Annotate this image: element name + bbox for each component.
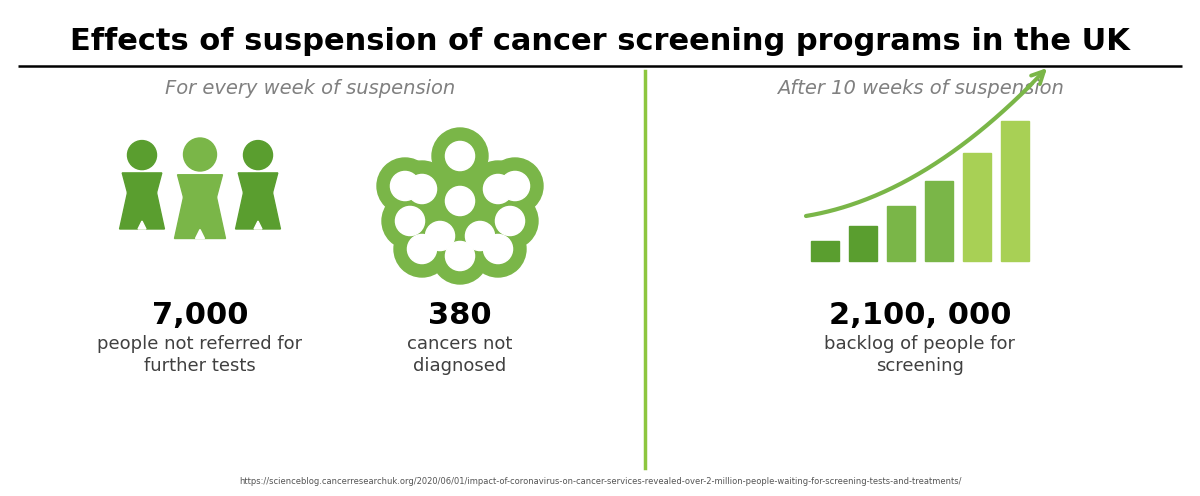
Circle shape: [500, 172, 529, 200]
Text: backlog of people for: backlog of people for: [824, 335, 1015, 353]
Polygon shape: [174, 197, 226, 239]
Polygon shape: [238, 173, 278, 193]
Circle shape: [445, 186, 474, 216]
Circle shape: [426, 221, 455, 250]
Circle shape: [484, 235, 512, 263]
Text: 7,000: 7,000: [151, 302, 248, 330]
Circle shape: [377, 158, 433, 214]
Circle shape: [394, 221, 450, 277]
Circle shape: [487, 158, 542, 214]
Circle shape: [432, 128, 488, 184]
Bar: [850, 226, 877, 261]
Circle shape: [445, 141, 474, 171]
Circle shape: [466, 221, 494, 250]
Circle shape: [396, 206, 425, 236]
Polygon shape: [254, 221, 262, 229]
Circle shape: [496, 206, 524, 236]
Polygon shape: [122, 173, 162, 193]
Circle shape: [382, 193, 438, 249]
Circle shape: [470, 221, 526, 277]
Text: For every week of suspension: For every week of suspension: [164, 78, 455, 98]
Text: https://scienceblog.cancerresearchuk.org/2020/06/01/impact-of-coronavirus-on-can: https://scienceblog.cancerresearchuk.org…: [239, 478, 961, 487]
Bar: [925, 181, 953, 261]
Bar: [811, 241, 839, 261]
Polygon shape: [178, 175, 222, 197]
Bar: [1001, 121, 1030, 261]
Circle shape: [390, 172, 420, 200]
Circle shape: [484, 175, 512, 203]
Bar: [964, 153, 991, 261]
Text: After 10 weeks of suspension: After 10 weeks of suspension: [776, 78, 1063, 98]
Circle shape: [452, 208, 508, 264]
Text: diagnosed: diagnosed: [413, 357, 506, 375]
Text: Effects of suspension of cancer screening programs in the UK: Effects of suspension of cancer screenin…: [70, 26, 1130, 56]
Circle shape: [432, 228, 488, 284]
Text: 2,100, 000: 2,100, 000: [829, 302, 1012, 330]
Circle shape: [412, 208, 468, 264]
Circle shape: [184, 138, 216, 171]
Circle shape: [408, 175, 437, 203]
Polygon shape: [120, 193, 164, 229]
Circle shape: [394, 161, 450, 217]
Text: screening: screening: [876, 357, 964, 375]
Bar: [887, 206, 916, 261]
Polygon shape: [235, 193, 281, 229]
Text: further tests: further tests: [144, 357, 256, 375]
Text: cancers not: cancers not: [407, 335, 512, 353]
Text: 380: 380: [428, 302, 492, 330]
Circle shape: [482, 193, 538, 249]
Polygon shape: [196, 230, 204, 239]
Circle shape: [470, 161, 526, 217]
Polygon shape: [138, 221, 146, 229]
Circle shape: [445, 242, 474, 270]
Circle shape: [127, 140, 156, 170]
Circle shape: [432, 173, 488, 229]
Circle shape: [244, 140, 272, 170]
Text: people not referred for: people not referred for: [97, 335, 302, 353]
Circle shape: [408, 235, 437, 263]
